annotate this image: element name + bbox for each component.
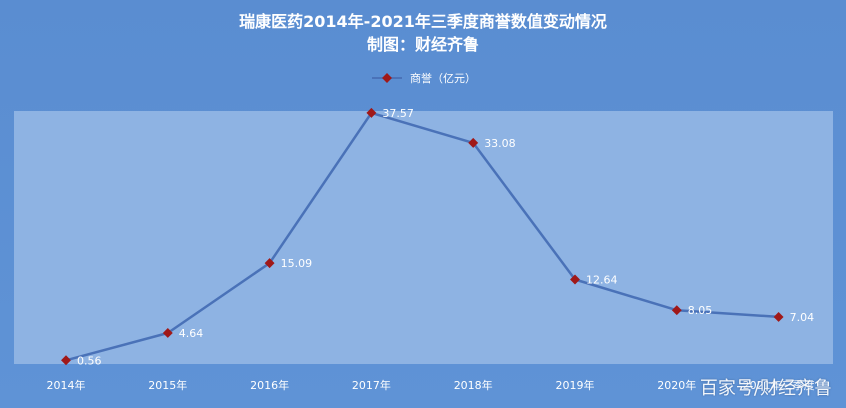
chart-title: 瑞康医药2014年-2021年三季度商誉数值变动情况 [239,12,607,31]
data-label: 8.05 [688,304,713,317]
chart-subtitle: 制图：财经齐鲁 [366,35,479,54]
data-point-marker [468,137,479,148]
x-tick-label: 2017年 [352,378,391,392]
legend-label: 商誉（亿元） [410,72,476,85]
x-tick-label: 2016年 [250,378,289,392]
x-tick-label: 2021年三季度 [743,378,815,392]
data-labels-layer: 0.56 4.64 15.09 37.57 33.08 12.64 8.05 7.04 [77,107,814,367]
watermark: 百家号/财经齐鲁 [699,378,832,399]
data-point-marker [773,311,784,322]
x-tick-label: 2014年 [47,378,86,392]
data-point-marker [264,258,275,269]
x-axis-tick-labels: 2014年 2015年 2016年 2017年 2018年 2019年 2020年 2021年… [47,378,815,392]
data-label: 4.64 [179,327,204,340]
x-tick-label: 2019年 [556,378,595,392]
data-point-marker [570,274,580,285]
data-label: 7.04 [790,311,815,324]
x-tick-label: 2018年 [454,378,493,392]
legend: 商誉（亿元） [0,70,846,86]
data-label: 15.09 [281,257,313,270]
data-point-marker [671,305,682,316]
data-label: 37.57 [382,107,414,120]
data-label: 12.64 [586,274,618,287]
plot-area [14,111,833,364]
x-tick-label: 2015年 [148,378,187,392]
legend-line-marker-icon [372,73,402,83]
series-line [65,111,779,362]
x-tick-label: 2020年 [657,378,696,392]
data-point-marker [162,328,173,338]
series-layer [61,107,784,366]
data-label: 0.56 [77,354,102,367]
data-label: 33.08 [484,137,516,150]
